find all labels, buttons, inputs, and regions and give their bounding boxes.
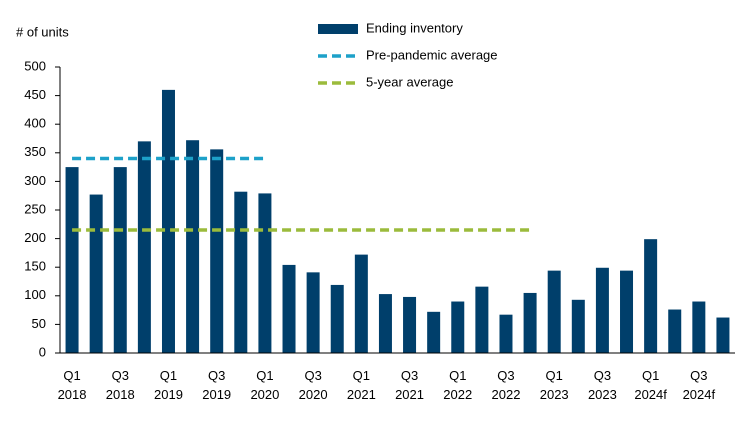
x-tick-label-line: 2018 [58, 387, 87, 402]
y-tick-label: 400 [24, 116, 46, 131]
x-tick-label-line: 2021 [395, 387, 424, 402]
bar [258, 193, 272, 353]
bar [475, 286, 489, 353]
x-tick-label: Q3 2023 [588, 368, 617, 402]
y-tick-label: 0 [39, 344, 46, 359]
bar [716, 317, 730, 353]
x-tick-label: Q1 2024f [634, 368, 667, 402]
bar [499, 314, 513, 353]
x-tick-label: Q1 2022 [443, 368, 472, 402]
x-tick-label: Q3 2018 [106, 368, 135, 402]
x-tick-label-line: 2022 [492, 387, 521, 402]
y-tick-label: 350 [24, 144, 46, 159]
x-tick-label: Q1 2021 [347, 368, 376, 402]
bar [137, 141, 151, 353]
bar [620, 270, 634, 353]
bar [161, 89, 175, 353]
x-tick-label-line: Q1 [353, 368, 370, 383]
legend-swatch [318, 24, 358, 34]
x-tick-label-line: 2024f [683, 387, 716, 402]
bar [571, 299, 585, 353]
bar [234, 191, 248, 353]
bar [523, 292, 537, 353]
bar [451, 301, 465, 353]
x-tick-label-line: Q3 [208, 368, 225, 383]
x-tick-label: Q1 2023 [540, 368, 569, 402]
bar [282, 264, 296, 353]
y-tick-label: 200 [24, 230, 46, 245]
x-tick-label-line: 2021 [347, 387, 376, 402]
y-tick-label: 250 [24, 201, 46, 216]
x-tick-label-line: 2020 [299, 387, 328, 402]
bar [595, 267, 609, 353]
bar [427, 311, 441, 353]
bar [547, 270, 561, 353]
x-tick-label: Q3 2019 [202, 368, 231, 402]
x-tick-label: Q1 2020 [250, 368, 279, 402]
x-tick-label-line: Q1 [160, 368, 177, 383]
x-tick-label-line: 2018 [106, 387, 135, 402]
x-tick-label-line: Q3 [497, 368, 514, 383]
bar [403, 296, 417, 353]
x-tick-label-line: Q3 [401, 368, 418, 383]
x-tick-label: Q3 2022 [492, 368, 521, 402]
x-tick-label: Q1 2019 [154, 368, 183, 402]
y-tick-label: 450 [24, 87, 46, 102]
y-tick-label: 300 [24, 173, 46, 188]
bar [210, 149, 224, 353]
x-tick-label-line: 2023 [588, 387, 617, 402]
x-tick-label-line: 2019 [154, 387, 183, 402]
x-tick-label-line: Q1 [256, 368, 273, 383]
bar [330, 284, 344, 353]
bar [668, 309, 682, 353]
x-tick-label-line: Q3 [594, 368, 611, 383]
legend-label: 5-year average [366, 74, 453, 89]
x-tick-label-line: Q3 [304, 368, 321, 383]
x-tick-label: Q3 2020 [299, 368, 328, 402]
x-tick-label-line: Q3 [690, 368, 707, 383]
bar [692, 301, 706, 353]
x-tick-label-line: Q1 [546, 368, 563, 383]
bar [354, 254, 368, 353]
x-tick-label-line: Q3 [112, 368, 129, 383]
y-tick-label: 500 [24, 58, 46, 73]
legend-label: Pre-pandemic average [366, 47, 498, 62]
x-tick-label: Q3 2024f [683, 368, 716, 402]
x-tick-label-line: Q1 [642, 368, 659, 383]
bar [89, 194, 103, 353]
bar [113, 167, 127, 353]
x-tick-label-line: 2020 [250, 387, 279, 402]
x-tick-label-line: 2024f [634, 387, 667, 402]
x-tick-label-line: Q1 [63, 368, 80, 383]
y-axis-title: # of units [16, 24, 69, 39]
bar [378, 294, 392, 353]
x-tick-label-line: Q1 [449, 368, 466, 383]
bar [644, 239, 658, 353]
x-tick-label-line: 2022 [443, 387, 472, 402]
x-tick-label: Q1 2018 [58, 368, 87, 402]
y-tick-label: 50 [32, 316, 46, 331]
x-tick-label-line: 2019 [202, 387, 231, 402]
bar [65, 167, 79, 353]
bar [306, 272, 320, 353]
y-tick-label: 100 [24, 287, 46, 302]
x-tick-label: Q3 2021 [395, 368, 424, 402]
x-tick-label-line: 2023 [540, 387, 569, 402]
legend-label: Ending inventory [366, 20, 463, 35]
bar [186, 140, 200, 353]
y-tick-label: 150 [24, 259, 46, 274]
